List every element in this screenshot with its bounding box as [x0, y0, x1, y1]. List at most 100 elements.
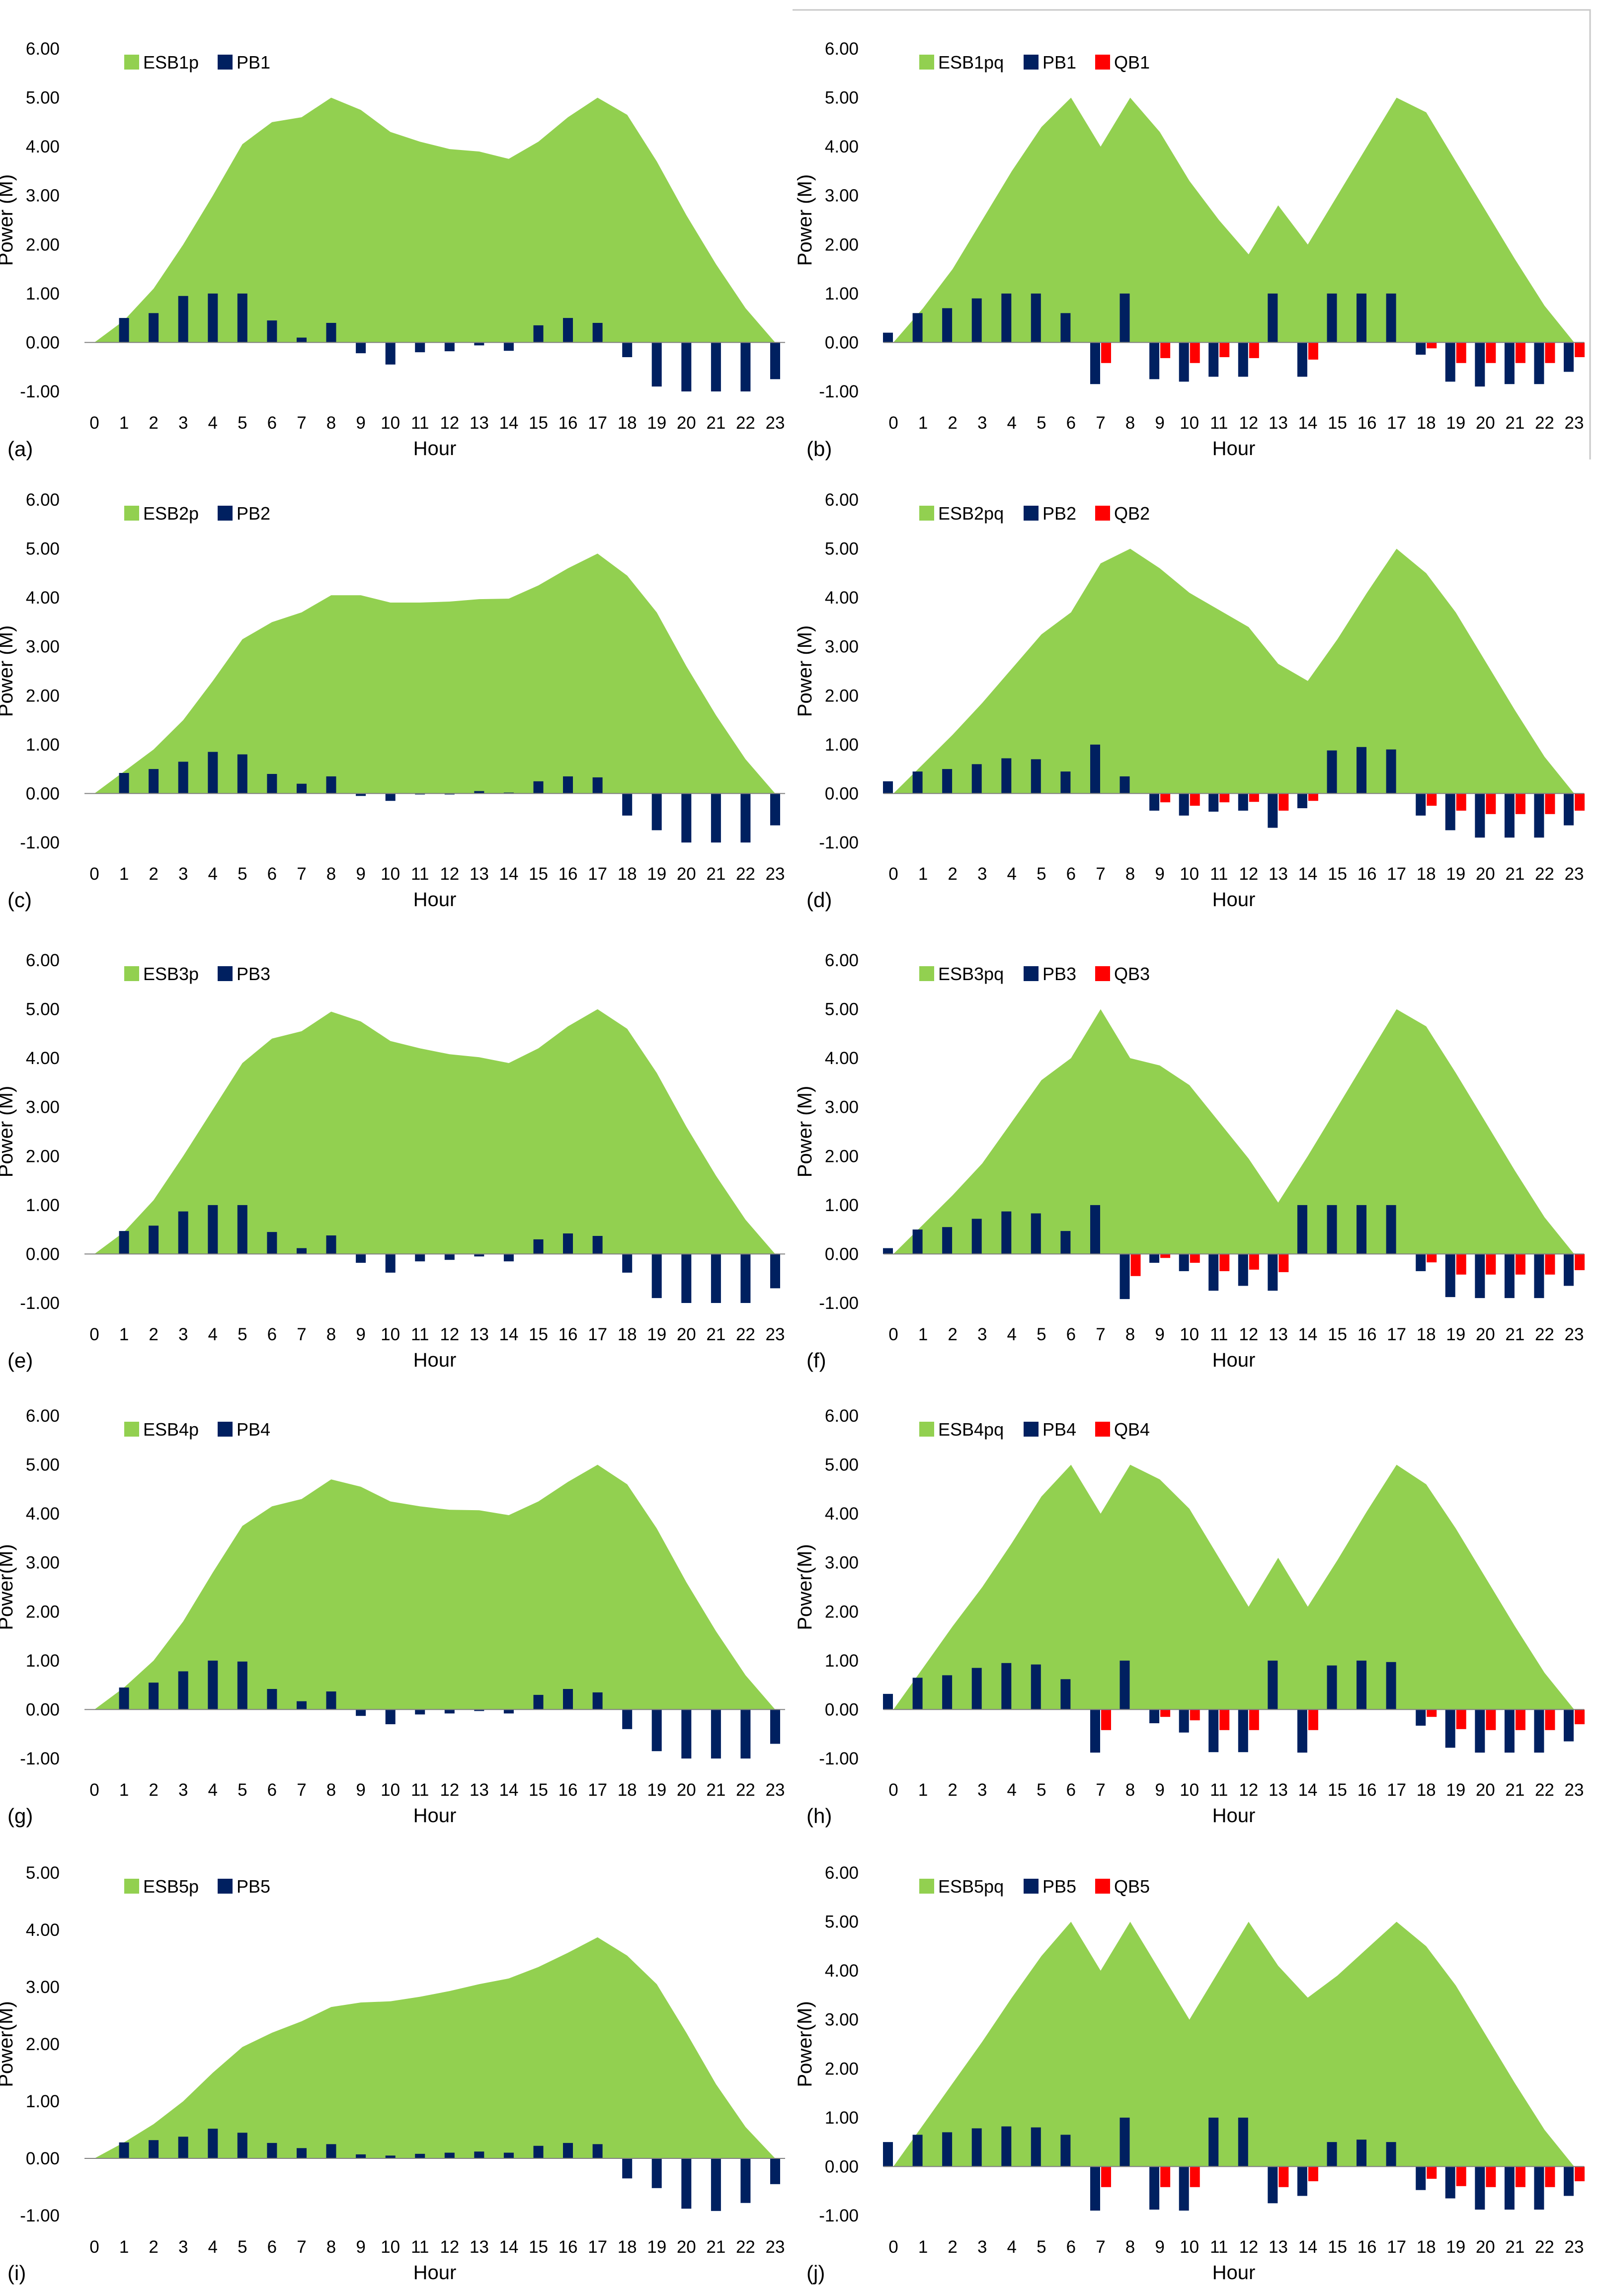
legend-label-ESB5pq: ESB5pq — [938, 1876, 1004, 1897]
x-tick-label: 11 — [411, 2237, 429, 2257]
y-tick-label: 4.00 — [26, 1504, 60, 1524]
x-tick-label: 7 — [1096, 2237, 1105, 2257]
bar-PB1-hour-1 — [912, 313, 923, 343]
y-tick-label: -1.00 — [20, 833, 60, 852]
bar-PB2-hour-5 — [237, 754, 247, 794]
bar-PB1-hour-11 — [1208, 342, 1219, 377]
x-tick-label: 16 — [1358, 864, 1377, 884]
x-tick-label: 13 — [470, 1325, 489, 1344]
x-tick-label: 17 — [1387, 413, 1406, 433]
x-tick-label: 15 — [529, 413, 548, 433]
bar-PB3-hour-14 — [1297, 1205, 1307, 1254]
y-tick-label: 2.00 — [825, 1602, 859, 1621]
bar-PB4-hour-23 — [1564, 1709, 1574, 1742]
x-tick-label: 23 — [1565, 1780, 1584, 1800]
bar-QB1-hour-14 — [1308, 342, 1318, 360]
bar-PB1-hour-18 — [1416, 342, 1426, 355]
y-tick-label: 3.00 — [825, 637, 859, 657]
y-axis-title: Power(M) — [794, 1544, 816, 1630]
bar-PB1-hour-16 — [563, 318, 573, 343]
y-tick-label: 2.00 — [825, 1147, 859, 1166]
bar-PB1-hour-12 — [444, 342, 455, 352]
bar-PB4-hour-7 — [1090, 1709, 1100, 1753]
x-tick-label: 5 — [1037, 1780, 1046, 1800]
bar-PB1-hour-13 — [1268, 293, 1278, 343]
x-tick-label: 2 — [948, 864, 957, 884]
x-tick-label: 1 — [119, 1325, 129, 1344]
bar-PB2-hour-3 — [971, 764, 982, 794]
bar-PB5-hour-1 — [912, 2135, 923, 2167]
x-tick-label: 14 — [1298, 1325, 1317, 1344]
bar-PB1-hour-10 — [1179, 342, 1189, 382]
x-tick-label: 5 — [1037, 864, 1046, 884]
legend-label-ESB2p: ESB2p — [143, 503, 199, 524]
bar-PB2-hour-22 — [1534, 793, 1544, 838]
x-tick-label: 19 — [647, 2237, 666, 2257]
x-tick-label: 20 — [1476, 2237, 1495, 2257]
x-tick-label: 11 — [1210, 864, 1228, 884]
x-axis-title: Hour — [1212, 1805, 1256, 1827]
bar-PB5-hour-14 — [1297, 2166, 1307, 2196]
y-tick-label: 0.00 — [26, 1700, 60, 1719]
x-tick-label: 21 — [1505, 1325, 1524, 1344]
bar-PB5-hour-18 — [1416, 2166, 1426, 2190]
bar-PB1-hour-8 — [326, 323, 336, 343]
bar-PB1-hour-19 — [651, 342, 662, 387]
y-axis-title: Power(M) — [794, 2001, 816, 2087]
x-tick-label: 17 — [588, 864, 607, 884]
bar-PB3-hour-0 — [883, 1248, 893, 1254]
x-tick-label: 3 — [178, 2237, 188, 2257]
x-tick-label: 18 — [618, 1325, 637, 1344]
bar-PB3-hour-20 — [681, 1254, 692, 1303]
x-tick-label: 20 — [677, 2237, 696, 2257]
x-tick-label: 8 — [326, 413, 336, 433]
y-tick-label: 6.00 — [825, 490, 859, 510]
bar-PB3-hour-19 — [1445, 1254, 1455, 1298]
x-axis-title: Hour — [413, 1805, 457, 1827]
y-axis-title: Power(M) — [0, 1544, 17, 1630]
legend-swatch-ESB3p — [124, 966, 139, 981]
x-tick-label: 8 — [326, 864, 336, 884]
bar-PB4-hour-21 — [1504, 1709, 1515, 1753]
bar-PB3-hour-3 — [178, 1211, 188, 1254]
bar-PB2-hour-10 — [385, 793, 396, 801]
x-tick-label: 20 — [1476, 1780, 1495, 1800]
x-tick-label: 0 — [89, 2237, 99, 2257]
x-tick-label: 1 — [918, 413, 928, 433]
panel-label: (g) — [7, 1804, 33, 1828]
bar-PB2-hour-0 — [883, 781, 893, 794]
bar-QB4-hour-22 — [1545, 1709, 1555, 1730]
bar-PB4-hour-20 — [1475, 1709, 1485, 1753]
bar-QB1-hour-18 — [1427, 342, 1437, 349]
x-tick-label: 18 — [1417, 1325, 1436, 1344]
bar-PB1-hour-2 — [942, 308, 953, 343]
bar-PB4-hour-13 — [1268, 1660, 1278, 1710]
bar-PB5-hour-3 — [971, 2128, 982, 2167]
x-tick-label: 10 — [1180, 864, 1199, 884]
x-tick-label: 14 — [499, 864, 518, 884]
x-tick-label: 7 — [297, 1325, 306, 1344]
x-tick-label: 19 — [647, 413, 666, 433]
bar-QB2-hour-14 — [1308, 793, 1318, 801]
y-tick-label: -1.00 — [20, 1294, 60, 1313]
legend-label-PB4: PB4 — [1042, 1419, 1076, 1440]
bar-PB4-hour-16 — [1357, 1660, 1366, 1710]
x-tick-label: 19 — [1446, 413, 1465, 433]
bar-PB1-hour-3 — [971, 298, 982, 343]
x-tick-label: 0 — [888, 1780, 898, 1800]
bar-PB4-hour-17 — [1386, 1662, 1396, 1710]
bar-QB2-hour-9 — [1160, 793, 1171, 803]
y-tick-label: 3.00 — [26, 186, 60, 206]
legend-swatch-PB3 — [218, 966, 233, 981]
y-tick-label: 3.00 — [26, 1098, 60, 1117]
y-tick-label: 6.00 — [26, 1406, 60, 1426]
bar-PB3-hour-2 — [942, 1227, 953, 1254]
bar-QB3-hour-19 — [1456, 1254, 1466, 1275]
x-tick-label: 7 — [297, 413, 306, 433]
x-tick-label: 3 — [977, 1325, 987, 1344]
bar-PB4-hour-17 — [592, 1692, 603, 1710]
legend-swatch-QB4 — [1095, 1422, 1110, 1437]
y-tick-label: 5.00 — [825, 539, 859, 559]
y-tick-label: 4.00 — [825, 1504, 859, 1524]
bar-PB4-hour-2 — [942, 1675, 953, 1710]
